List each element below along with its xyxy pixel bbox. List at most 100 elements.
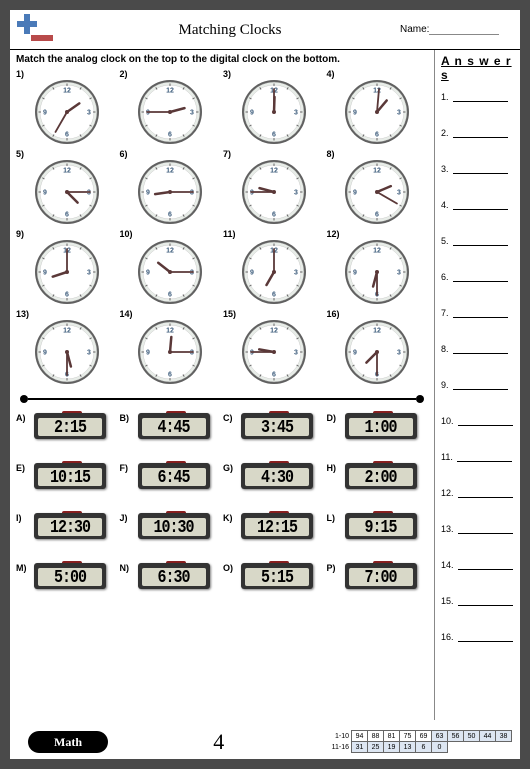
svg-text:3: 3 bbox=[294, 270, 298, 277]
digital-label: N) bbox=[120, 561, 138, 573]
analog-clock-cell: 14) 12369 bbox=[120, 309, 222, 387]
clock-face-icon: 12369 bbox=[134, 239, 206, 305]
clock-face-icon: 12369 bbox=[31, 159, 103, 225]
analog-clock-cell: 3) 12369 bbox=[223, 69, 325, 147]
svg-text:6: 6 bbox=[65, 132, 69, 139]
answer-row: 9. bbox=[441, 380, 514, 390]
svg-text:3: 3 bbox=[87, 350, 91, 357]
svg-text:12: 12 bbox=[373, 88, 381, 95]
digital-time: 6:45 bbox=[157, 466, 189, 487]
digital-clock-icon: 9:15 bbox=[345, 511, 417, 539]
svg-text:6: 6 bbox=[272, 292, 276, 299]
svg-text:6: 6 bbox=[272, 132, 276, 139]
digital-clock-cell: F) 6:45 bbox=[120, 461, 222, 509]
digital-clock-icon: 12:15 bbox=[241, 511, 313, 539]
digital-clock-cell: C) 3:45 bbox=[223, 411, 325, 459]
svg-text:9: 9 bbox=[250, 110, 254, 117]
digital-time: 7:00 bbox=[364, 566, 396, 587]
svg-text:12: 12 bbox=[270, 328, 278, 335]
clock-label: 1) bbox=[16, 69, 118, 79]
clock-face-icon: 12369 bbox=[31, 319, 103, 385]
digital-label: H) bbox=[327, 461, 345, 473]
analog-clock-cell: 10) 12369 bbox=[120, 229, 222, 307]
digital-clock-icon: 1:00 bbox=[345, 411, 417, 439]
digital-label: P) bbox=[327, 561, 345, 573]
digital-clock-icon: 2:00 bbox=[345, 461, 417, 489]
digital-time: 2:15 bbox=[54, 416, 86, 437]
svg-text:3: 3 bbox=[190, 190, 194, 197]
digital-clock-cell: B) 4:45 bbox=[120, 411, 222, 459]
svg-text:3: 3 bbox=[190, 110, 194, 117]
answer-row: 8. bbox=[441, 344, 514, 354]
svg-text:6: 6 bbox=[375, 212, 379, 219]
answer-row: 5. bbox=[441, 236, 514, 246]
digital-time: 2:00 bbox=[364, 466, 396, 487]
svg-text:6: 6 bbox=[272, 372, 276, 379]
digital-clock-cell: J) 10:30 bbox=[120, 511, 222, 559]
svg-text:12: 12 bbox=[270, 168, 278, 175]
clock-face-icon: 12369 bbox=[238, 319, 310, 385]
digital-label: I) bbox=[16, 511, 34, 523]
name-field: Name: bbox=[400, 24, 520, 35]
digital-clock-icon: 10:30 bbox=[138, 511, 210, 539]
clock-face-icon: 12369 bbox=[238, 239, 310, 305]
svg-text:6: 6 bbox=[272, 212, 276, 219]
svg-text:9: 9 bbox=[353, 110, 357, 117]
answer-row: 12. bbox=[441, 488, 514, 498]
svg-text:12: 12 bbox=[166, 328, 174, 335]
svg-text:12: 12 bbox=[63, 328, 71, 335]
svg-text:12: 12 bbox=[373, 328, 381, 335]
svg-text:9: 9 bbox=[353, 350, 357, 357]
svg-text:6: 6 bbox=[65, 212, 69, 219]
digital-label: G) bbox=[223, 461, 241, 473]
clock-label: 5) bbox=[16, 149, 118, 159]
answer-row: 13. bbox=[441, 524, 514, 534]
answer-row: 14. bbox=[441, 560, 514, 570]
digital-clock-cell: G) 4:30 bbox=[223, 461, 325, 509]
svg-text:3: 3 bbox=[397, 110, 401, 117]
digital-time: 9:15 bbox=[364, 516, 396, 537]
digital-time: 12:15 bbox=[257, 516, 297, 537]
svg-text:6: 6 bbox=[168, 212, 172, 219]
svg-text:9: 9 bbox=[43, 270, 47, 277]
clock-label: 13) bbox=[16, 309, 118, 319]
digital-clock-cell: I) 12:30 bbox=[16, 511, 118, 559]
digital-clock-icon: 12:30 bbox=[34, 511, 106, 539]
clock-face-icon: 12369 bbox=[31, 239, 103, 305]
footer: Math 4 1-109488817569635650443811-163125… bbox=[10, 721, 520, 753]
digital-clock-cell: K) 12:15 bbox=[223, 511, 325, 559]
digital-clock-icon: 3:45 bbox=[241, 411, 313, 439]
answer-row: 7. bbox=[441, 308, 514, 318]
digital-clock-icon: 2:15 bbox=[34, 411, 106, 439]
clock-face-icon: 12369 bbox=[341, 159, 413, 225]
clock-face-icon: 12369 bbox=[341, 319, 413, 385]
instruction: Match the analog clock on the top to the… bbox=[16, 54, 428, 65]
digital-clock-icon: 4:45 bbox=[138, 411, 210, 439]
svg-text:12: 12 bbox=[63, 88, 71, 95]
answer-row: 11. bbox=[441, 452, 514, 462]
digital-label: B) bbox=[120, 411, 138, 423]
digital-clock-cell: M) 5:00 bbox=[16, 561, 118, 609]
svg-text:3: 3 bbox=[397, 270, 401, 277]
answer-row: 6. bbox=[441, 272, 514, 282]
digital-clock-cell: P) 7:00 bbox=[327, 561, 429, 609]
digital-clock-cell: N) 6:30 bbox=[120, 561, 222, 609]
math-badge: Math bbox=[28, 731, 108, 753]
digital-clock-cell: E) 10:15 bbox=[16, 461, 118, 509]
svg-text:6: 6 bbox=[168, 292, 172, 299]
digital-label: L) bbox=[327, 511, 345, 523]
analog-clock-cell: 1) 12369 bbox=[16, 69, 118, 147]
analog-clock-cell: 4) 12369 bbox=[327, 69, 429, 147]
svg-text:9: 9 bbox=[146, 350, 150, 357]
svg-text:12: 12 bbox=[166, 248, 174, 255]
clock-face-icon: 12369 bbox=[134, 319, 206, 385]
answers-column: A n s w e r s 1. 2. 3. 4. 5. 6. 7. 8. 9.… bbox=[435, 50, 520, 720]
worksheet-page: Matching Clocks Name: Match the analog c… bbox=[10, 10, 520, 759]
clock-label: 14) bbox=[120, 309, 222, 319]
svg-text:12: 12 bbox=[166, 168, 174, 175]
digital-time: 12:30 bbox=[50, 516, 90, 537]
answer-row: 1. bbox=[441, 92, 514, 102]
digital-clock-grid: A) 2:15 B) 4:45 C) 3:45 D) 1:00 E) 10:15… bbox=[16, 411, 428, 609]
svg-text:9: 9 bbox=[353, 190, 357, 197]
clock-face-icon: 12369 bbox=[134, 79, 206, 145]
